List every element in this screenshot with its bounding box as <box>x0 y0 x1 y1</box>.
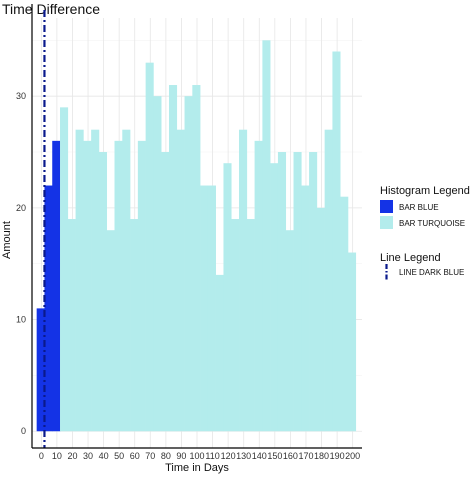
bar-turquoise-34 <box>324 129 333 432</box>
y-tick-label: 0 <box>21 426 26 436</box>
y-tick-label: 10 <box>16 315 26 325</box>
bar-turquoise-18 <box>200 185 209 432</box>
bar-turquoise-26 <box>262 40 271 432</box>
bar-turquoise-5 <box>98 152 108 432</box>
bar-turquoise-21 <box>223 163 232 432</box>
bar-turquoise-27 <box>270 163 279 432</box>
x-tick-label: 70 <box>145 451 155 461</box>
x-tick-label: 20 <box>67 451 77 461</box>
bar-turquoise-20 <box>215 274 224 432</box>
legend-label-line-dark-blue: LINE DARK BLUE <box>399 268 464 277</box>
bar-turquoise-22 <box>231 219 240 432</box>
x-tick-label: 40 <box>99 451 109 461</box>
legend: Histogram Legend BAR BLUE BAR TURQUOISE … <box>380 185 470 280</box>
x-tick-label: 170 <box>298 451 313 461</box>
bar-turquoise-35 <box>332 51 341 432</box>
x-tick-label: 120 <box>221 451 236 461</box>
legend-label-bar-turquoise: BAR TURQUOISE <box>399 219 465 228</box>
bar-turquoise-16 <box>184 96 193 432</box>
bar-turquoise-14 <box>168 85 178 432</box>
x-tick-label: 110 <box>205 451 219 461</box>
x-tick-label: 130 <box>236 451 251 461</box>
x-tick-label: 30 <box>83 451 93 461</box>
bar-turquoise-4 <box>91 129 100 432</box>
bar-turquoise-2 <box>75 129 84 432</box>
x-tick-label: 90 <box>176 451 186 461</box>
bar-turquoise-24 <box>246 219 255 432</box>
bar-turquoise-10 <box>137 140 146 432</box>
bar-turquoise-12 <box>153 96 162 432</box>
x-tick-labels: 0 10 20 30 40 50 60 70 80 90 100 110 120 130 140 150 160… <box>39 451 360 461</box>
bar-turquoise-8 <box>122 129 131 432</box>
bar-turquoise-15 <box>176 129 185 432</box>
bar-turquoise-17 <box>192 85 201 432</box>
x-tick-label: 150 <box>267 451 282 461</box>
bar-turquoise-36 <box>340 196 349 432</box>
legend-swatch-bar-blue <box>380 200 393 213</box>
bar-turquoise-25 <box>254 140 263 432</box>
bar-turquoise-30 <box>293 152 302 432</box>
bar-blue-2 <box>52 140 61 432</box>
bar-turquoise-32 <box>309 152 318 432</box>
legend-swatch-bar-turquoise <box>380 216 393 229</box>
bar-turquoise-23 <box>239 129 248 432</box>
y-tick-label: 30 <box>16 91 26 101</box>
bar-turquoise-6 <box>106 230 115 432</box>
histogram-bars <box>36 40 357 432</box>
chart-title: Time Difference <box>2 1 100 17</box>
bar-turquoise-1 <box>67 219 76 432</box>
bar-turquoise-11 <box>145 62 154 432</box>
x-axis-label: Time in Days <box>165 462 229 474</box>
x-tick-label: 0 <box>39 451 44 461</box>
legend-label-bar-blue: BAR BLUE <box>399 203 439 212</box>
x-tick-label: 180 <box>314 451 329 461</box>
x-tick-label: 50 <box>114 451 124 461</box>
bar-turquoise-33 <box>316 207 325 432</box>
bar-turquoise-31 <box>301 185 310 432</box>
bar-blue-0 <box>36 308 45 432</box>
histogram-legend-title: Histogram Legend <box>380 185 470 197</box>
bar-turquoise-29 <box>285 230 294 432</box>
bar-turquoise-0 <box>60 107 69 432</box>
x-tick-label: 160 <box>283 451 298 461</box>
x-tick-label: 190 <box>330 451 345 461</box>
x-tick-label: 80 <box>161 451 171 461</box>
bar-blue-1 <box>44 185 53 432</box>
axes <box>31 4 362 449</box>
bar-turquoise-7 <box>114 140 123 432</box>
bar-turquoise-9 <box>130 219 139 432</box>
x-tick-label: 200 <box>345 451 360 461</box>
bar-turquoise-19 <box>207 185 216 432</box>
bar-turquoise-13 <box>161 152 170 432</box>
x-tick-label: 60 <box>130 451 140 461</box>
bar-turquoise-3 <box>83 140 92 432</box>
y-tick-labels: 0 10 20 30 <box>16 91 26 436</box>
bar-turquoise-37 <box>347 252 357 432</box>
y-axis-label: Amount <box>1 221 13 259</box>
y-tick-label: 20 <box>16 203 26 213</box>
bar-turquoise-28 <box>277 152 287 432</box>
x-tick-label: 100 <box>189 451 204 461</box>
x-tick-label: 140 <box>252 451 267 461</box>
line-legend-title: Line Legend <box>380 252 441 264</box>
x-tick-label: 10 <box>52 451 62 461</box>
